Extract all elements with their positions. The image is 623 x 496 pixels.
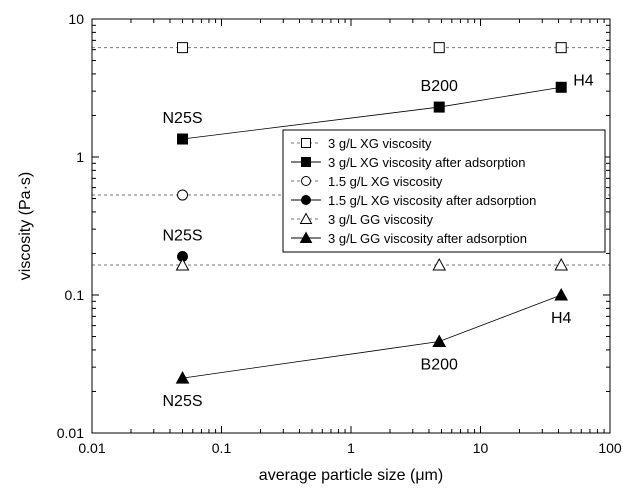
x-axis-label: average particle size (μm): [259, 467, 443, 484]
point-label: N25S: [163, 228, 203, 245]
legend-label: 1.5 g/L XG viscosity after adsorption: [328, 193, 536, 208]
data-point-triangle: [175, 257, 190, 271]
x-tick-label: 0.1: [212, 440, 232, 456]
data-point-square: [555, 42, 567, 54]
legend-label: 1.5 g/L XG viscosity: [328, 174, 443, 189]
data-point-square: [555, 81, 567, 93]
x-tick-label: 100: [598, 440, 622, 456]
data-point-triangle: [299, 231, 313, 243]
data-point-triangle: [554, 257, 569, 271]
legend-label: 3 g/L XG viscosity: [328, 136, 432, 151]
data-point-circle: [177, 189, 189, 201]
y-axis-label: viscosity (Pa·s): [17, 172, 34, 280]
data-point-triangle: [554, 287, 569, 301]
y-tick-label: 0.01: [57, 425, 84, 441]
axis-ticks: 0.01 0.1 1 10 100 0.01 0.1 1 10: [57, 11, 622, 456]
data-point-square: [433, 42, 445, 54]
point-annotations: N25S B200 H4 N25S H4 B200 N25S: [163, 72, 594, 410]
data-point-square: [177, 42, 189, 54]
data-point-triangle: [299, 212, 313, 224]
point-label: H4: [573, 72, 594, 89]
data-point-square: [301, 157, 311, 167]
legend-label: 3 g/L XG viscosity after adsorption: [328, 155, 526, 170]
point-label: H4: [551, 310, 572, 327]
data-markers: [175, 42, 569, 384]
legend: 3 g/L XG viscosity 3 g/L XG viscosity aft…: [282, 129, 606, 253]
legend-box: [282, 129, 606, 253]
data-point-circle: [301, 176, 311, 186]
legend-label: 3 g/L GG viscosity after adsorption: [328, 231, 527, 246]
legend-label: 3 g/L GG viscosity: [328, 212, 433, 227]
data-point-square: [301, 138, 311, 148]
point-label: N25S: [163, 393, 203, 410]
data-point-square: [433, 101, 445, 113]
data-point-square: [177, 133, 189, 145]
point-label: B200: [421, 78, 458, 95]
x-tick-label: 1: [347, 440, 355, 456]
y-tick-label: 10: [68, 11, 84, 27]
point-label: N25S: [163, 110, 203, 127]
point-label: B200: [421, 357, 458, 374]
data-point-triangle: [432, 334, 447, 348]
y-tick-label: 0.1: [65, 287, 85, 303]
series-line: [182, 294, 562, 379]
x-tick-label: 0.01: [78, 440, 105, 456]
y-tick-label: 1: [76, 149, 84, 165]
data-point-triangle: [432, 257, 447, 271]
data-point-triangle: [175, 371, 190, 384]
x-tick-label: 10: [473, 440, 489, 456]
data-point-circle: [301, 195, 311, 205]
